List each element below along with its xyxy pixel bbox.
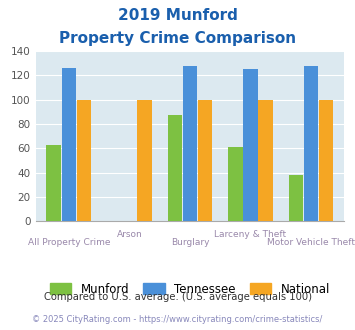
Bar	[243, 69, 258, 221]
Bar	[228, 147, 242, 221]
Bar	[319, 100, 333, 221]
Text: © 2025 CityRating.com - https://www.cityrating.com/crime-statistics/: © 2025 CityRating.com - https://www.city…	[32, 315, 323, 324]
Bar	[289, 175, 303, 221]
Text: Arson: Arson	[116, 230, 142, 239]
Bar	[137, 100, 152, 221]
Bar	[304, 66, 318, 221]
Bar	[47, 145, 61, 221]
Text: Property Crime Comparison: Property Crime Comparison	[59, 31, 296, 46]
Text: Burglary: Burglary	[171, 238, 209, 247]
Bar	[168, 115, 182, 221]
Bar	[258, 100, 273, 221]
Bar	[61, 68, 76, 221]
Text: Motor Vehicle Theft: Motor Vehicle Theft	[267, 238, 355, 247]
Text: Larceny & Theft: Larceny & Theft	[214, 230, 286, 239]
Text: Compared to U.S. average. (U.S. average equals 100): Compared to U.S. average. (U.S. average …	[44, 292, 311, 302]
Bar	[183, 66, 197, 221]
Bar	[77, 100, 91, 221]
Bar	[198, 100, 212, 221]
Text: All Property Crime: All Property Crime	[28, 238, 110, 247]
Text: 2019 Munford: 2019 Munford	[118, 8, 237, 23]
Legend: Munford, Tennessee, National: Munford, Tennessee, National	[45, 278, 335, 300]
